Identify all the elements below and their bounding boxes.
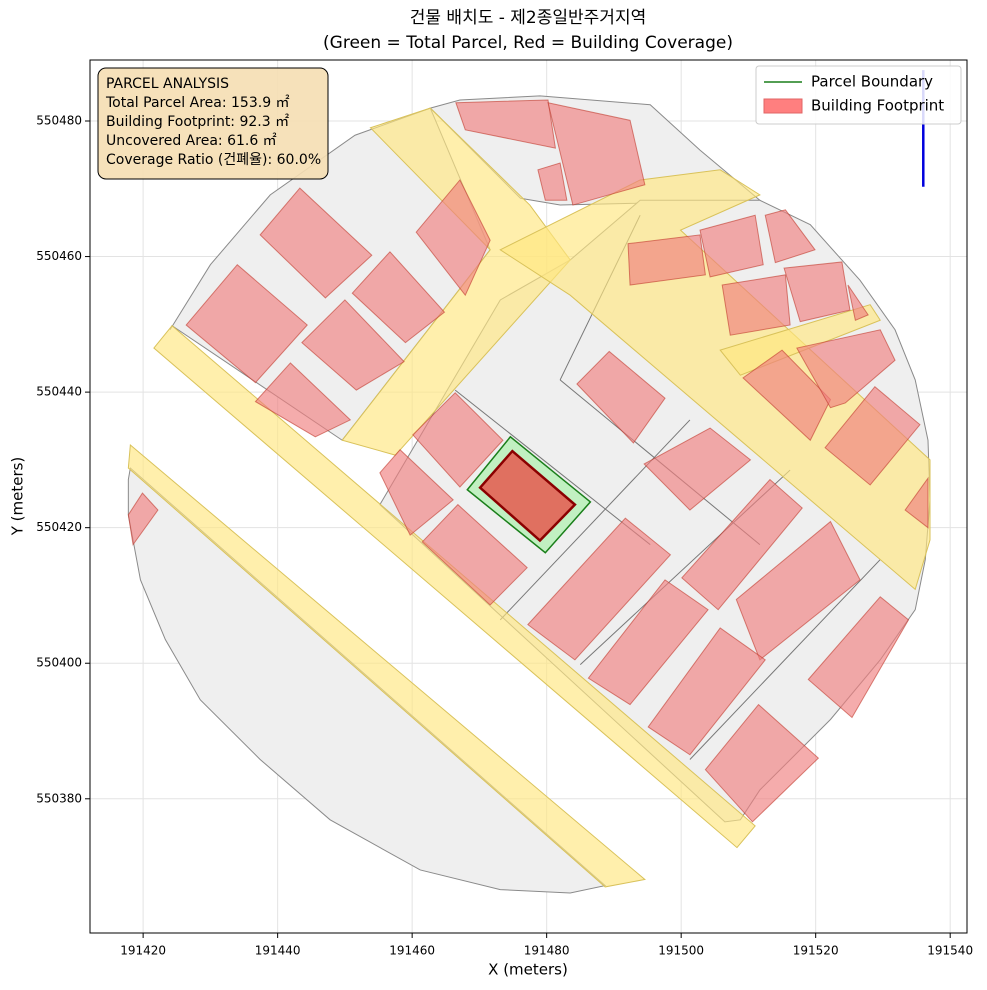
x-tick-label: 191480 [524,944,570,958]
info-line: Coverage Ratio (건폐율): 60.0% [106,152,321,168]
target-building [478,449,577,543]
building [379,449,454,536]
building [547,102,646,206]
parcel-line [689,559,881,760]
info-box [97,67,329,180]
building [527,517,672,661]
y-tick-label: 550440 [36,385,82,399]
building [351,251,446,344]
x-tick-label: 191460 [389,944,435,958]
building [807,596,910,719]
x-tick-label: 191520 [793,944,839,958]
building [783,261,851,323]
info-line: PARCEL ANALYSIS [106,76,229,92]
y-tick-label: 550460 [36,249,82,263]
building [254,362,352,438]
building [127,492,159,546]
x-tick-label: 191500 [658,944,704,958]
x-tick-label: 191540 [927,944,973,958]
axes-frame [89,59,968,934]
legend-box [755,65,962,125]
road [153,324,756,849]
y-tick-label: 550380 [36,791,82,805]
building [259,187,373,299]
building [721,274,791,336]
building [421,503,528,606]
chart-subtitle: (Green = Total Parcel, Red = Building Co… [323,33,733,53]
building [735,520,861,661]
y-axis-label: Y (meters) [9,457,27,537]
building [455,99,557,149]
info-line: Building Footprint: 92.3 ㎡ [106,114,289,130]
chart-title: 건물 배치도 - 제2종일반주거지역 [410,8,646,28]
building [576,350,666,444]
building [301,299,405,391]
info-line: Uncovered Area: 61.6 ㎡ [106,133,277,149]
building [699,214,764,278]
x-tick-label: 191420 [120,944,166,958]
road [719,304,881,376]
legend-label: Parcel Boundary [811,73,933,91]
building [904,476,929,529]
parcel-line [499,419,691,621]
building [647,627,766,756]
building [824,385,921,486]
building [643,427,752,511]
building [764,209,816,264]
info-line: Total Parcel Area: 153.9 ㎡ [105,95,290,111]
building [587,579,709,706]
y-tick-label: 550480 [36,114,82,128]
building [681,478,803,611]
building [537,162,568,201]
parcel-line [454,389,651,546]
plot-area [90,60,967,933]
legend-label: Building Footprint [811,97,944,115]
building [796,329,896,409]
building [412,392,504,488]
building [704,703,820,823]
building [185,263,308,384]
building [847,284,869,321]
x-tick-label: 191440 [255,944,301,958]
building [627,234,706,286]
x-axis-label: X (meters) [488,961,568,979]
legend-swatch [763,98,803,114]
y-tick-label: 550400 [36,656,82,670]
building [415,179,491,297]
road [127,443,646,888]
y-tick-label: 550420 [36,520,82,534]
